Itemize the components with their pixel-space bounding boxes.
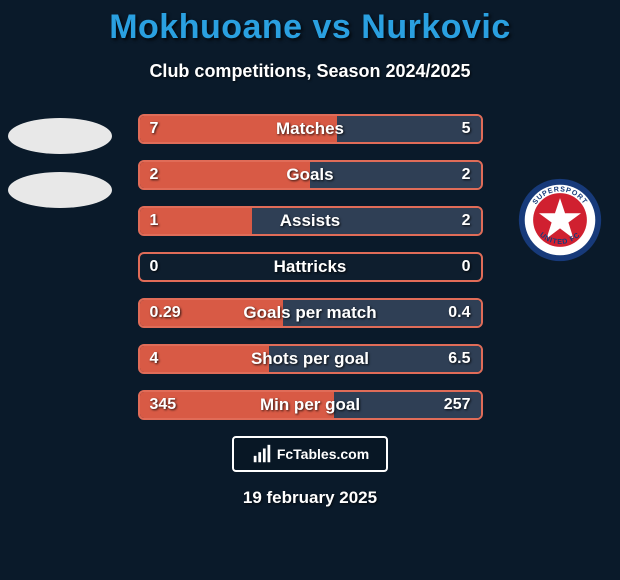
stat-row: 12Assists (138, 206, 483, 236)
stats-container: 75Matches 22Goals 12Assists 00Hattricks 0.29… (138, 114, 483, 420)
stat-row: 0.290.4Goals per match (138, 298, 483, 328)
brand-text: FcTables.com (277, 446, 369, 462)
stat-label: Goals (140, 162, 481, 188)
brand-box: FcTables.com (232, 436, 388, 472)
stat-row: 345257Min per goal (138, 390, 483, 420)
stat-label: Goals per match (140, 300, 481, 326)
stat-label: Matches (140, 116, 481, 142)
stat-row: 00Hattricks (138, 252, 483, 282)
club-logo-right: SUPERSPORT UNITED FC (518, 178, 602, 262)
stat-label: Min per goal (140, 392, 481, 418)
page-title: Mokhuoane vs Nurkovic (0, 0, 620, 47)
stat-row: 22Goals (138, 160, 483, 190)
chart-icon (251, 443, 273, 465)
stat-row: 46.5Shots per goal (138, 344, 483, 374)
date: 19 february 2025 (0, 488, 620, 508)
player-avatar-left-0 (8, 118, 112, 154)
stat-label: Assists (140, 208, 481, 234)
subtitle: Club competitions, Season 2024/2025 (0, 61, 620, 82)
stat-label: Shots per goal (140, 346, 481, 372)
stat-row: 75Matches (138, 114, 483, 144)
stat-label: Hattricks (140, 254, 481, 280)
player-avatar-left-1 (8, 172, 112, 208)
